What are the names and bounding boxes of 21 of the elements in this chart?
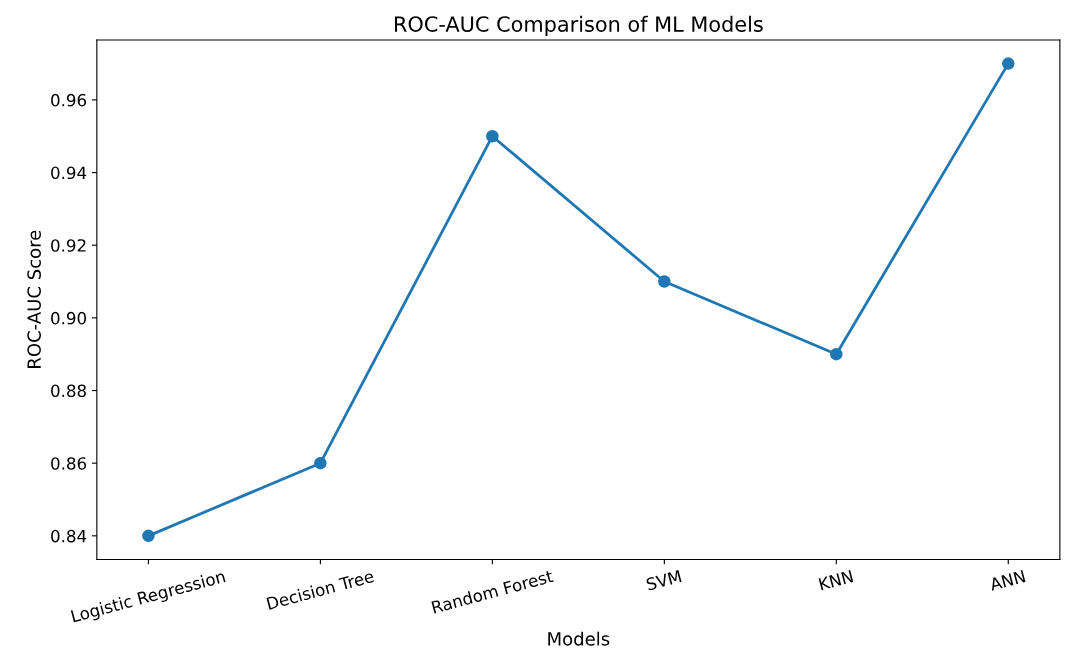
x-tick-label: Decision Tree <box>266 569 375 610</box>
point <box>314 456 327 470</box>
y-axis-title: ROC-AUC Score <box>27 230 41 368</box>
y-tick-label: 0.90 <box>51 311 87 325</box>
y-tick-label: 0.92 <box>51 239 86 252</box>
y-tick-label: 0.88 <box>51 384 86 398</box>
y-tick-label: 0.84 <box>51 529 87 543</box>
y-tick-label: 0.94 <box>51 166 87 180</box>
point <box>658 275 671 288</box>
point <box>142 529 155 543</box>
x-tick-label: Random Forest <box>431 569 554 614</box>
y-tick-label: 0.86 <box>51 457 87 470</box>
x-tick-label: ANN <box>988 570 1026 591</box>
point <box>830 347 843 361</box>
x-tick-label: SVM <box>645 569 682 591</box>
x-tick-label: KNN <box>818 570 854 591</box>
x-axis-title: Models <box>548 631 610 646</box>
point <box>1002 57 1015 70</box>
chart-title: ROC-AUC Comparison of ML Models <box>394 15 763 36</box>
y-tick-label: 0.96 <box>51 93 87 107</box>
point <box>486 129 499 143</box>
